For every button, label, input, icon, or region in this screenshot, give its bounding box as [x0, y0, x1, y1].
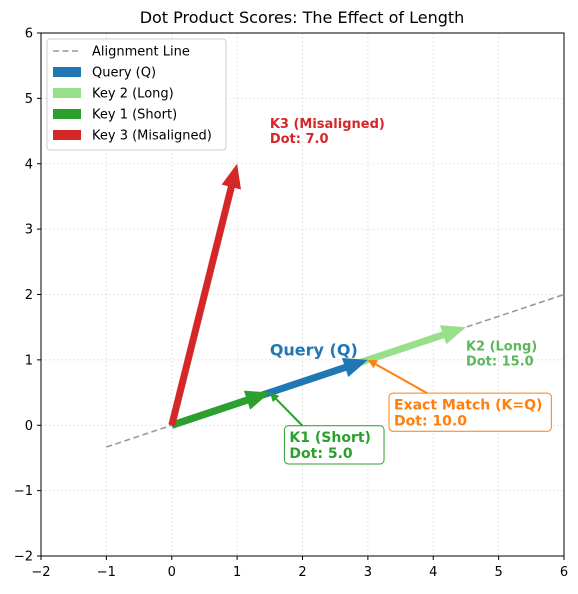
annotation-text-k1-label: K1 (Short) — [289, 430, 371, 446]
annotation-text-k2-label: K2 (Long) — [466, 339, 537, 354]
vector-k3-arrow — [168, 163, 242, 427]
annotation-arrow-head-k1-label — [269, 392, 280, 403]
y-tick-label: 6 — [25, 27, 33, 42]
y-tick-label: 5 — [25, 92, 33, 107]
legend-item: Query (Q) — [53, 66, 156, 81]
legend-item: Alignment Line — [53, 45, 190, 60]
legend-label: Key 2 (Long) — [92, 87, 174, 102]
y-tick-label: 1 — [25, 353, 33, 368]
y-tick-label: 3 — [25, 223, 33, 238]
y-tick-label: 4 — [25, 157, 33, 172]
legend-swatch-patch — [53, 88, 81, 98]
axis-ticks: −2 −1 0 1 2 3 4 5 6 −2 −1 0 1 2 3 4 5 6 — [14, 27, 568, 581]
x-tick-label: −1 — [97, 565, 116, 580]
legend-label: Alignment Line — [92, 45, 190, 60]
legend-swatch-patch — [53, 67, 81, 77]
annotation-arrow-line-exact-label — [375, 363, 428, 394]
legend-item: Key 1 (Short) — [53, 108, 177, 123]
legend-swatch-patch — [53, 109, 81, 119]
annotation-text-exact-label: Exact Match (K=Q) — [394, 397, 542, 413]
x-tick-label: 1 — [233, 565, 241, 580]
x-tick-label: 5 — [494, 565, 502, 580]
annotation-box-exact-label — [388, 392, 552, 432]
legend-item: Key 2 (Long) — [53, 87, 174, 102]
plot-content — [106, 163, 564, 448]
annotation-text-k3-label: Dot: 7.0 — [270, 132, 329, 147]
x-tick-label: 4 — [429, 565, 437, 580]
annotation-text-query-label: Query (Q) — [270, 341, 358, 360]
legend-label: Key 1 (Short) — [92, 108, 177, 123]
annotation-text-k2-label: Dot: 15.0 — [466, 354, 534, 369]
annotation-k1-label: K1 (Short)Dot: 5.0 — [269, 392, 385, 465]
x-tick-label: −2 — [31, 565, 50, 580]
legend-box — [46, 38, 227, 151]
legend-swatch-patch — [53, 130, 81, 140]
y-tick-label: 2 — [25, 288, 33, 303]
legend-label: Key 3 (Misaligned) — [92, 129, 212, 144]
annotation-box-k1-label — [283, 425, 385, 465]
annotation-text-exact-label: Dot: 10.0 — [394, 413, 467, 429]
vector-k1-arrow — [170, 390, 270, 429]
y-tick-label: 0 — [25, 419, 33, 434]
annotation-k3-label: K3 (Misaligned)Dot: 7.0 — [270, 117, 385, 147]
annotation-query-label: Query (Q) — [270, 341, 358, 360]
chart-title: Dot Product Scores: The Effect of Length — [140, 8, 465, 27]
y-tick-label: −2 — [14, 550, 33, 565]
y-tick-label: −1 — [14, 484, 33, 499]
annotation-text-k1-label: Dot: 5.0 — [289, 446, 352, 462]
x-tick-label: 0 — [168, 565, 176, 580]
annotation-arrow-head-exact-label — [367, 359, 378, 369]
annotation-arrow-line-k1-label — [275, 398, 304, 427]
annotation-exact-label: Exact Match (K=Q)Dot: 10.0 — [367, 359, 552, 432]
legend-item: Key 3 (Misaligned) — [53, 129, 212, 144]
annotation-text-k3-label: K3 (Misaligned) — [270, 117, 385, 132]
legend: Alignment Line Query (Q) Key 2 (Long) Key 1… — [46, 38, 227, 151]
plot-area: −2 −1 0 1 2 3 4 5 6 −2 −1 0 1 2 3 4 5 6 Query (Q) K3 (Misal… — [14, 27, 568, 581]
x-tick-label: 2 — [298, 565, 306, 580]
legend-label: Query (Q) — [92, 66, 156, 81]
annotation-k2-label: K2 (Long)Dot: 15.0 — [466, 339, 537, 369]
annotations: Query (Q) K3 (Misaligned)Dot: 7.0 K2 (Long… — [269, 117, 552, 465]
x-tick-label: 6 — [560, 565, 568, 580]
x-tick-label: 3 — [364, 565, 372, 580]
